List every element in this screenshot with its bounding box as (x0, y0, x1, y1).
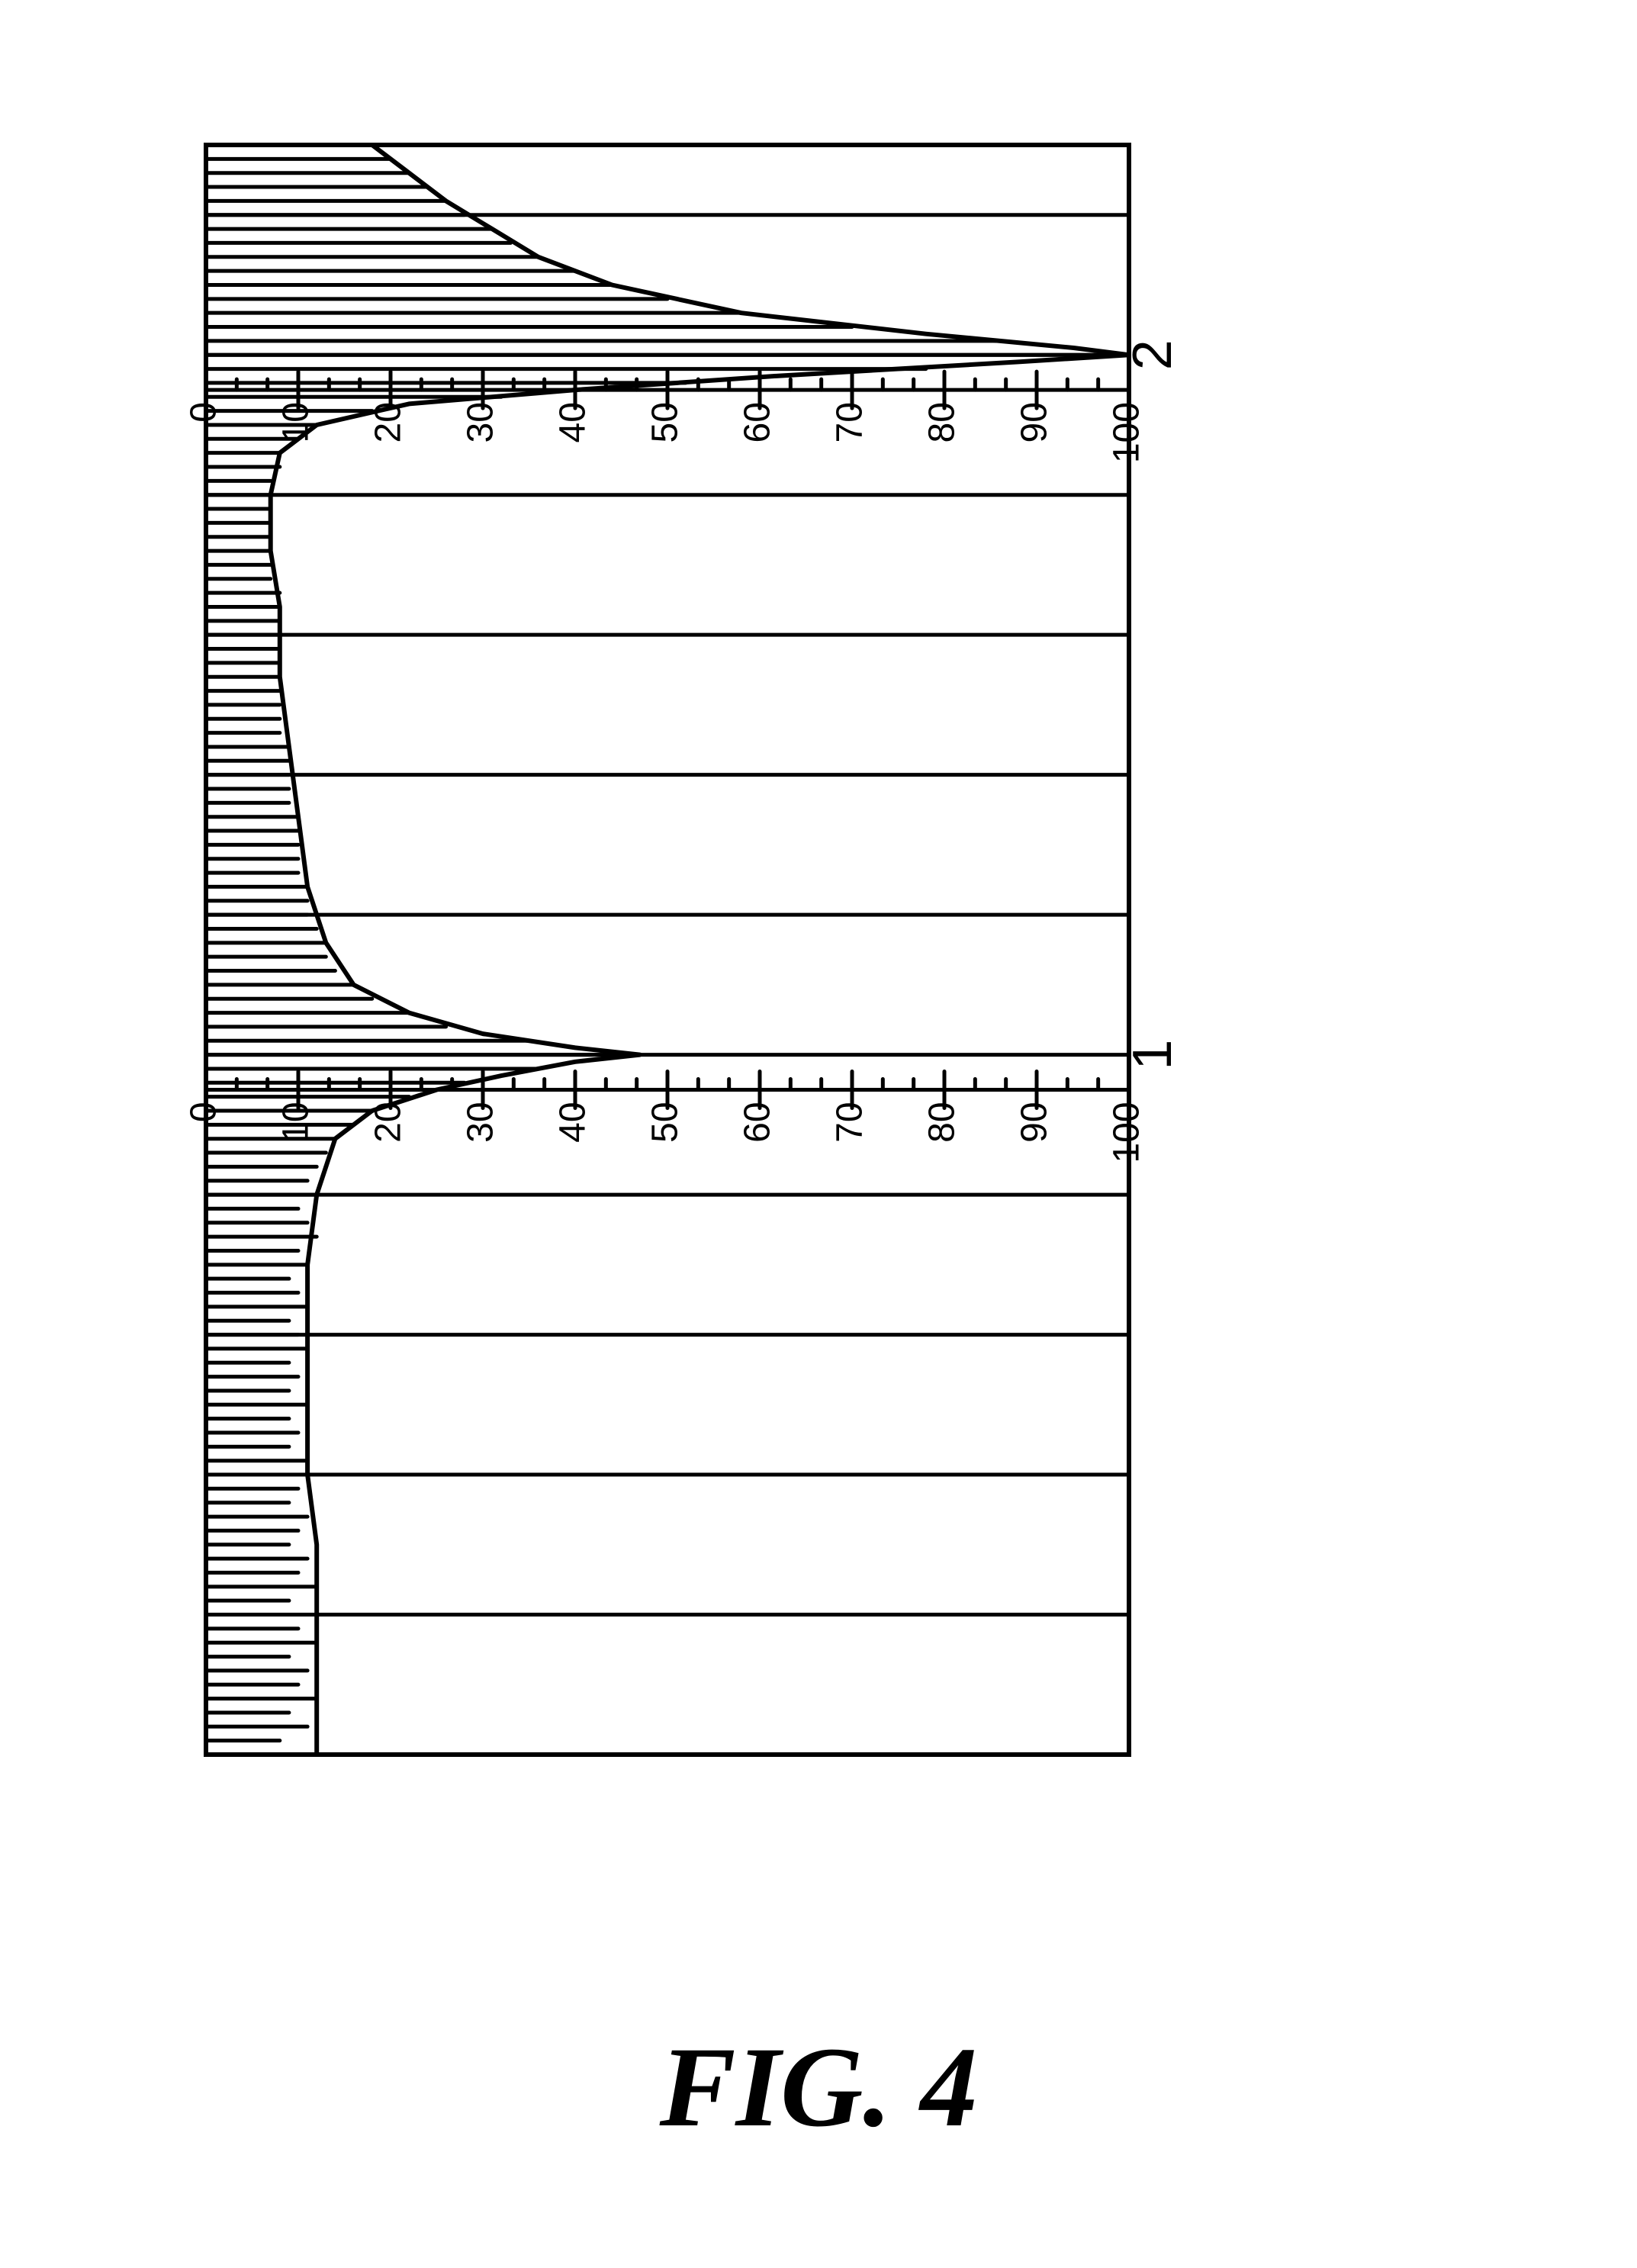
peak-label: 2 (1122, 339, 1183, 370)
axis-tick-label: 60 (738, 402, 778, 442)
axis-tick-label: 60 (738, 1102, 778, 1142)
axis-tick-label: 10 (276, 402, 317, 442)
axis-tick-label: 100 (1107, 1102, 1147, 1163)
axis-tick-label: 40 (553, 1102, 593, 1142)
axis-tick-label: 0 (184, 402, 224, 423)
axis-tick-label: 100 (1107, 402, 1147, 463)
axis-tick-label: 20 (368, 1102, 409, 1142)
axis-tick-label: 10 (276, 1102, 317, 1142)
axis-tick-label: 30 (461, 1102, 501, 1142)
figure-caption: FIG. 4 (0, 2022, 1637, 2153)
axis-tick-label: 20 (368, 402, 409, 442)
axis-tick-label: 90 (1015, 402, 1055, 442)
axis-tick-label: 40 (553, 402, 593, 442)
spectrum-chart: 0 10 20 30 40 50 60 70 80 90 100 0 10 20 30 40 50 60 70 80 9… (0, 0, 1637, 2268)
axis-tick-label: 70 (830, 1102, 870, 1142)
axis-tick-label: 80 (922, 1102, 963, 1142)
axis-tick-label: 30 (461, 402, 501, 442)
page-root: 0 10 20 30 40 50 60 70 80 90 100 0 10 20 30 40 50 60 70 80 9… (0, 0, 1637, 2268)
axis-tick-label: 90 (1015, 1102, 1055, 1142)
axis-tick-label: 50 (645, 402, 686, 442)
peak-label: 1 (1122, 1040, 1183, 1070)
axis-tick-label: 0 (184, 1102, 224, 1122)
axis-tick-label: 80 (922, 402, 963, 442)
axis-tick-label: 50 (645, 1102, 686, 1142)
axis-tick-label: 70 (830, 402, 870, 442)
